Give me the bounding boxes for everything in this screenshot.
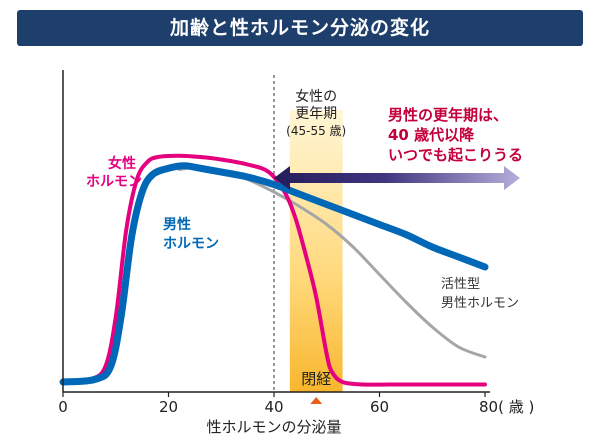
male-period-text-line-1: 男性の更年期は、: [388, 106, 508, 124]
chart-title: 加齢と性ホルモン分泌の変化: [17, 10, 583, 46]
male-hormone-line: [59, 162, 489, 386]
active-male-hormone-label-line-1: 活性型: [441, 277, 480, 292]
male-hormone-label-line-1: 男性: [163, 216, 191, 233]
menopause-band: [289, 110, 343, 392]
male-period-arrow: [274, 166, 520, 190]
menopause-title-line-3: (45-55 歳): [286, 124, 346, 138]
female-hormone-label-line-2: ホルモン: [86, 174, 142, 190]
female-hormone-label-line-1: 女性: [108, 155, 136, 172]
x-tick-label: 60: [370, 398, 389, 416]
x-tick-label: 40: [264, 398, 283, 416]
active-male-hormone-label-line-2: 男性ホルモン: [441, 296, 519, 311]
menopause-marker: [310, 397, 323, 404]
x-tick-label: 80( 歳 ): [479, 398, 534, 416]
x-tick-label: 20: [159, 398, 178, 416]
female-hormone-line: [61, 153, 487, 387]
male-period-text-line-3: いつでも起こりうる: [388, 146, 523, 164]
menopause-title-line-1: 女性の: [295, 88, 337, 105]
male-hormone-label-line-2: ホルモン: [163, 236, 219, 252]
x-tick-label: 0: [58, 398, 68, 416]
menopause-title-line-2: 更年期: [295, 106, 337, 122]
menopause-label: 閉経: [301, 370, 331, 388]
x-axis-label: 性ホルモンの分泌量: [206, 418, 341, 436]
male-period-text-line-2: 40 歳代以降: [388, 126, 475, 144]
